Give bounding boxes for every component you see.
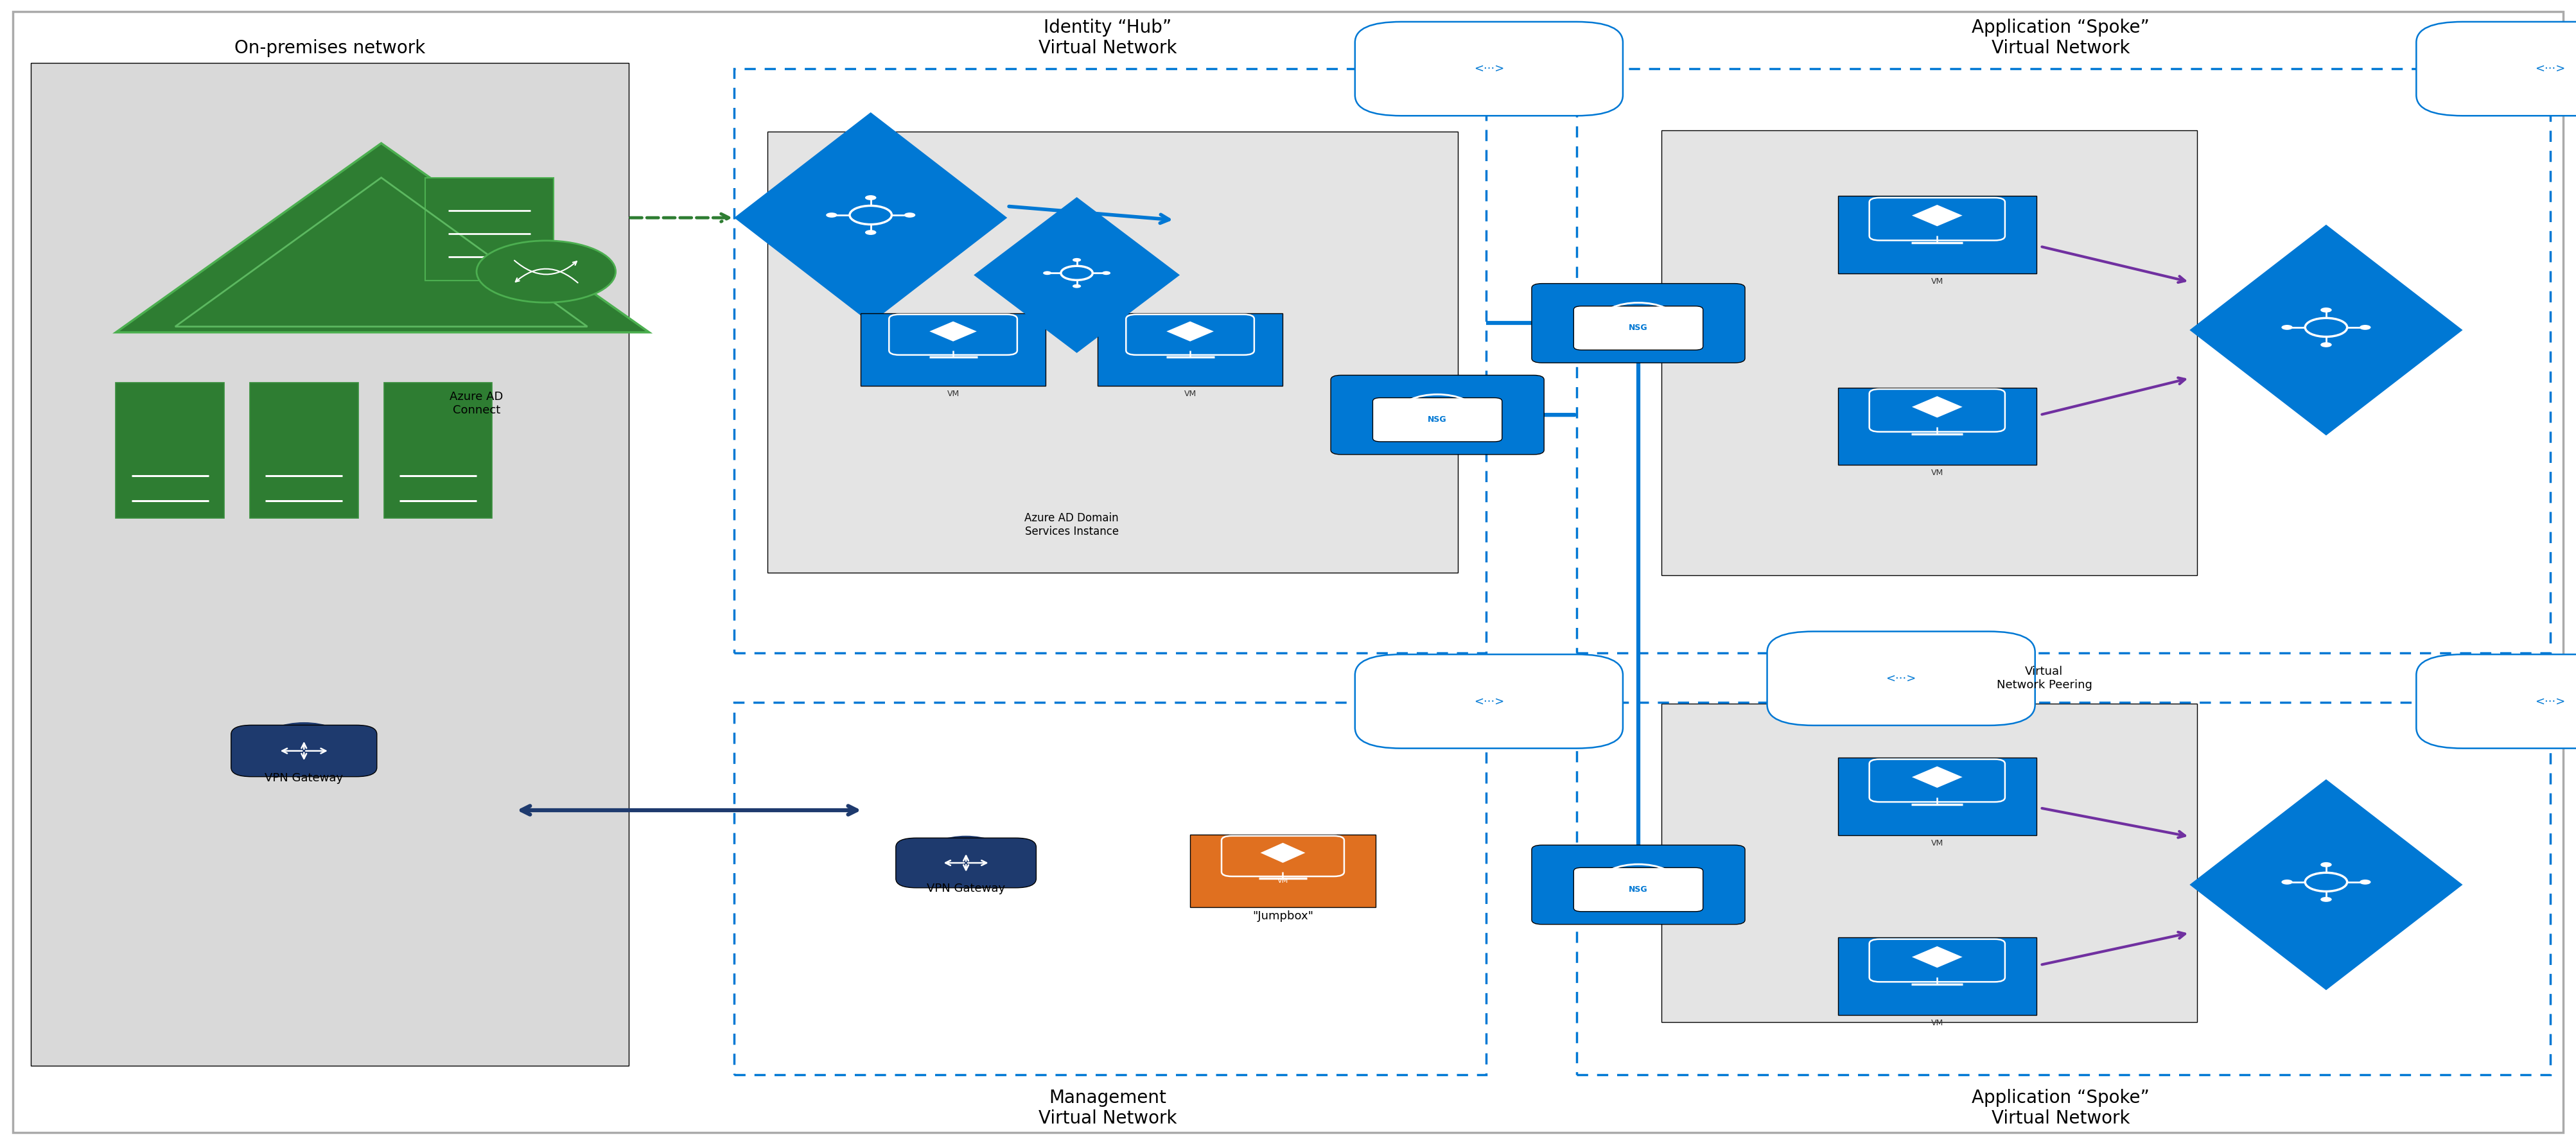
Text: VPN Gateway: VPN Gateway [927, 882, 1005, 895]
Polygon shape [1167, 321, 1213, 342]
Text: VM: VM [1932, 469, 1942, 478]
Text: VM: VM [948, 390, 958, 398]
FancyBboxPatch shape [1190, 834, 1376, 908]
FancyBboxPatch shape [1355, 654, 1623, 748]
FancyBboxPatch shape [116, 383, 224, 518]
FancyBboxPatch shape [860, 313, 1046, 386]
FancyBboxPatch shape [1332, 375, 1543, 455]
Circle shape [2321, 307, 2331, 313]
Circle shape [1072, 284, 1082, 288]
FancyBboxPatch shape [384, 383, 492, 518]
Polygon shape [974, 197, 1180, 353]
FancyBboxPatch shape [896, 838, 1036, 888]
Circle shape [2360, 324, 2370, 330]
FancyBboxPatch shape [1097, 313, 1283, 386]
Polygon shape [1911, 947, 1963, 967]
FancyBboxPatch shape [1574, 306, 1703, 350]
Text: NSG: NSG [1628, 885, 1649, 894]
FancyBboxPatch shape [1662, 704, 2197, 1022]
Polygon shape [2190, 779, 2463, 990]
FancyBboxPatch shape [425, 178, 554, 281]
Circle shape [904, 212, 914, 218]
FancyBboxPatch shape [1662, 131, 2197, 575]
Text: Application “Spoke”
Virtual Network: Application “Spoke” Virtual Network [1971, 18, 2151, 57]
Text: On-premises network: On-premises network [234, 39, 425, 57]
Circle shape [2321, 897, 2331, 902]
FancyBboxPatch shape [232, 725, 376, 777]
Text: Virtual
Network Peering: Virtual Network Peering [1996, 666, 2092, 691]
FancyBboxPatch shape [768, 132, 1458, 573]
Circle shape [2282, 879, 2293, 885]
FancyBboxPatch shape [1373, 398, 1502, 441]
Polygon shape [1911, 205, 1963, 226]
Circle shape [2282, 324, 2293, 330]
Polygon shape [2190, 225, 2463, 435]
FancyBboxPatch shape [1839, 758, 2035, 835]
Circle shape [2321, 343, 2331, 347]
FancyBboxPatch shape [1355, 22, 1623, 116]
Polygon shape [1911, 767, 1963, 787]
FancyBboxPatch shape [1574, 868, 1703, 911]
Circle shape [2321, 862, 2331, 868]
FancyBboxPatch shape [1839, 937, 2035, 1015]
Text: VM: VM [1932, 839, 1942, 848]
Text: Azure AD Domain
Services Instance: Azure AD Domain Services Instance [1025, 512, 1118, 537]
Text: <···>: <···> [1473, 63, 1504, 74]
Circle shape [827, 212, 837, 218]
FancyBboxPatch shape [1533, 845, 1744, 925]
Text: VM: VM [1932, 1019, 1942, 1028]
Polygon shape [734, 112, 1007, 323]
FancyBboxPatch shape [2416, 22, 2576, 116]
Circle shape [1103, 272, 1110, 275]
Text: Application “Spoke”
Virtual Network: Application “Spoke” Virtual Network [1971, 1089, 2151, 1128]
Text: Azure AD
Connect: Azure AD Connect [451, 391, 502, 416]
Polygon shape [1260, 842, 1306, 863]
Circle shape [477, 241, 616, 303]
Circle shape [1072, 258, 1082, 261]
Text: <···>: <···> [2535, 696, 2566, 707]
Text: Management
Virtual Network: Management Virtual Network [1038, 1089, 1177, 1128]
Circle shape [866, 195, 876, 201]
Text: NSG: NSG [1427, 415, 1448, 424]
Circle shape [866, 230, 876, 235]
Text: NSG: NSG [1628, 323, 1649, 332]
Text: <···>: <···> [1473, 696, 1504, 707]
Polygon shape [930, 321, 976, 342]
Text: <···>: <···> [1886, 673, 1917, 684]
FancyBboxPatch shape [1533, 283, 1744, 363]
Polygon shape [116, 143, 649, 332]
Text: VPN Gateway: VPN Gateway [265, 772, 343, 784]
Text: VM: VM [1932, 277, 1942, 286]
Text: "Jumpbox": "Jumpbox" [1252, 911, 1314, 923]
FancyBboxPatch shape [250, 383, 358, 518]
FancyBboxPatch shape [1839, 196, 2035, 274]
FancyBboxPatch shape [2416, 654, 2576, 748]
Text: VM: VM [1278, 878, 1288, 884]
Polygon shape [1911, 397, 1963, 417]
FancyBboxPatch shape [1767, 631, 2035, 725]
Text: VM: VM [1185, 390, 1195, 398]
FancyBboxPatch shape [1839, 387, 2035, 465]
Circle shape [2360, 879, 2370, 885]
Text: <···>: <···> [2535, 63, 2566, 74]
Circle shape [1043, 272, 1051, 275]
FancyBboxPatch shape [31, 63, 629, 1066]
Text: Identity “Hub”
Virtual Network: Identity “Hub” Virtual Network [1038, 18, 1177, 57]
